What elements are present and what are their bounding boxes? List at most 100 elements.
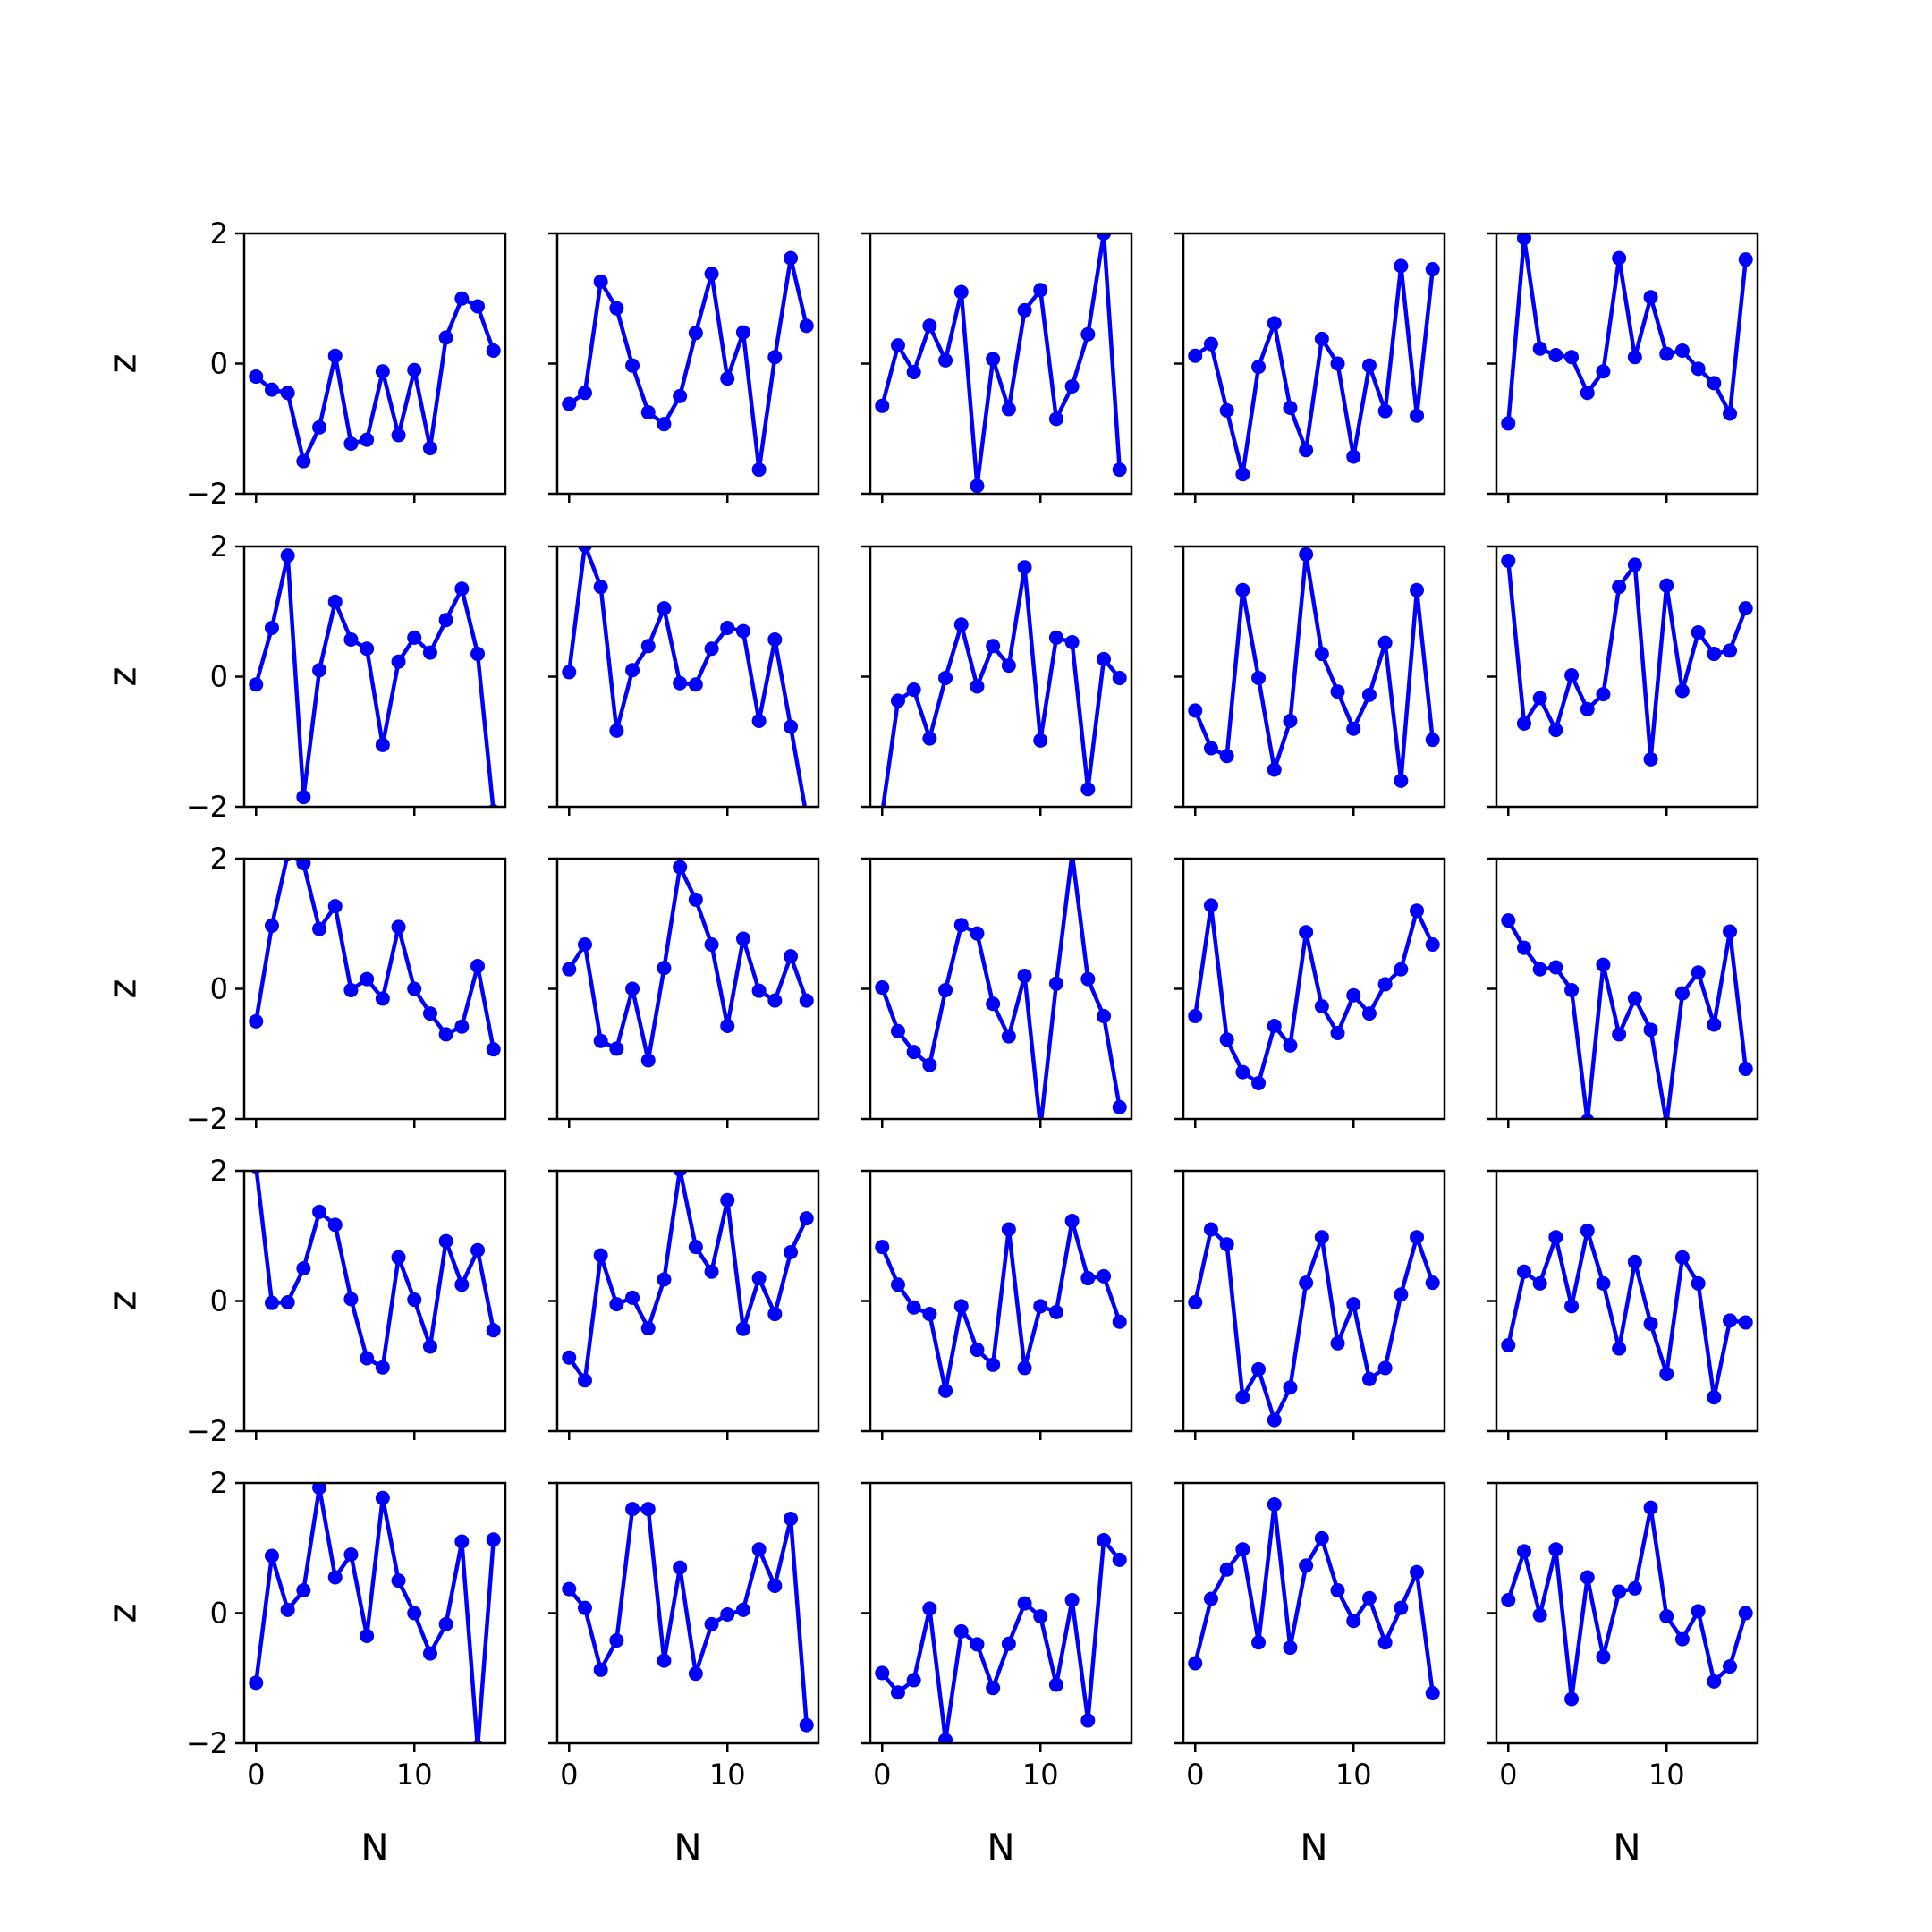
series-group — [250, 1171, 501, 1375]
data-point — [375, 737, 390, 752]
data-point — [1627, 350, 1642, 365]
data-point — [407, 362, 422, 377]
data-point — [875, 980, 890, 996]
data-point — [438, 1027, 453, 1042]
series-line — [879, 233, 1123, 488]
data-point — [1377, 403, 1393, 419]
y-tick-label: 0 — [210, 660, 228, 694]
subplot-4-2 — [548, 1169, 820, 1440]
data-point — [1235, 467, 1250, 482]
subplot-4-3 — [861, 1169, 1133, 1440]
data-point — [486, 1042, 501, 1057]
data-point — [1080, 971, 1096, 987]
y-axis-label: z — [101, 666, 145, 686]
data-point — [264, 918, 279, 933]
data-point — [1564, 668, 1580, 683]
data-point — [799, 1717, 814, 1733]
series-group — [875, 233, 1127, 494]
data-point — [784, 719, 799, 734]
series-group — [249, 548, 499, 807]
data-point — [375, 1490, 390, 1505]
data-point — [1001, 1222, 1016, 1237]
data-point — [1723, 1659, 1738, 1674]
series-line — [879, 1218, 1123, 1394]
data-point — [890, 1023, 905, 1038]
data-point — [1033, 733, 1048, 748]
data-point — [890, 1277, 905, 1292]
data-point — [1659, 1366, 1674, 1381]
data-point — [327, 594, 343, 609]
data-point — [1516, 233, 1531, 246]
series-group — [562, 1502, 814, 1733]
data-point — [1203, 1222, 1218, 1237]
data-point — [673, 860, 688, 875]
y-tick-label: 2 — [210, 1154, 228, 1188]
data-point — [407, 1292, 422, 1308]
series-line — [566, 1171, 809, 1383]
data-point — [609, 723, 624, 738]
data-point — [1738, 1606, 1753, 1621]
series-group — [562, 547, 808, 807]
data-point — [1501, 1337, 1516, 1352]
data-point — [767, 632, 783, 648]
data-point — [391, 1573, 406, 1589]
data-point — [906, 1300, 921, 1315]
data-point — [1596, 687, 1611, 702]
data-point — [454, 581, 470, 597]
x-tick-label: 10 — [1648, 1758, 1685, 1792]
data-point — [1112, 1552, 1127, 1567]
data-point — [1410, 408, 1425, 423]
data-point — [1033, 1299, 1048, 1314]
data-point — [1267, 1497, 1282, 1513]
series-line — [566, 256, 809, 472]
y-tick-label: 2 — [210, 1466, 228, 1500]
subplot-2-1: −2 0 2 z — [101, 530, 507, 824]
data-point — [751, 983, 767, 998]
data-point — [609, 301, 624, 316]
data-point — [312, 1204, 327, 1219]
data-point — [986, 996, 1001, 1012]
data-point — [1097, 1268, 1112, 1284]
data-point — [784, 1512, 799, 1527]
data-point — [1219, 402, 1234, 418]
series-group — [562, 1171, 814, 1388]
data-point — [1064, 1214, 1080, 1229]
data-point — [1738, 1061, 1753, 1076]
data-point — [1548, 1542, 1563, 1557]
data-point — [751, 1542, 767, 1557]
data-point — [1251, 1361, 1267, 1377]
data-point — [1394, 258, 1409, 274]
data-point — [799, 318, 814, 334]
y-tick-label: 2 — [210, 530, 228, 564]
data-point — [1361, 1371, 1377, 1386]
data-point — [1425, 1275, 1440, 1291]
data-point — [1001, 1029, 1016, 1044]
data-point — [1723, 643, 1738, 658]
data-point — [280, 548, 295, 564]
data-point — [1112, 670, 1127, 685]
subplot-2-2 — [548, 545, 820, 816]
data-point — [1627, 1254, 1642, 1269]
data-point — [593, 1248, 608, 1263]
data-point — [1314, 999, 1329, 1014]
data-point — [1330, 1335, 1345, 1351]
data-point — [1188, 1294, 1203, 1309]
data-point — [375, 364, 390, 379]
data-point — [1235, 1390, 1250, 1405]
data-point — [1299, 1558, 1314, 1573]
data-point — [922, 318, 937, 334]
data-point — [1564, 982, 1580, 997]
data-point — [1048, 1677, 1063, 1692]
y-tick-label: −2 — [186, 1414, 228, 1448]
data-point — [280, 1602, 295, 1617]
series-line — [253, 296, 496, 463]
data-point — [1674, 683, 1690, 699]
data-point — [720, 1018, 735, 1033]
data-point — [609, 1633, 624, 1648]
data-point — [1612, 580, 1627, 595]
data-point — [1643, 1022, 1658, 1038]
data-point — [577, 386, 592, 401]
data-point — [296, 1583, 311, 1598]
data-point — [264, 620, 279, 635]
